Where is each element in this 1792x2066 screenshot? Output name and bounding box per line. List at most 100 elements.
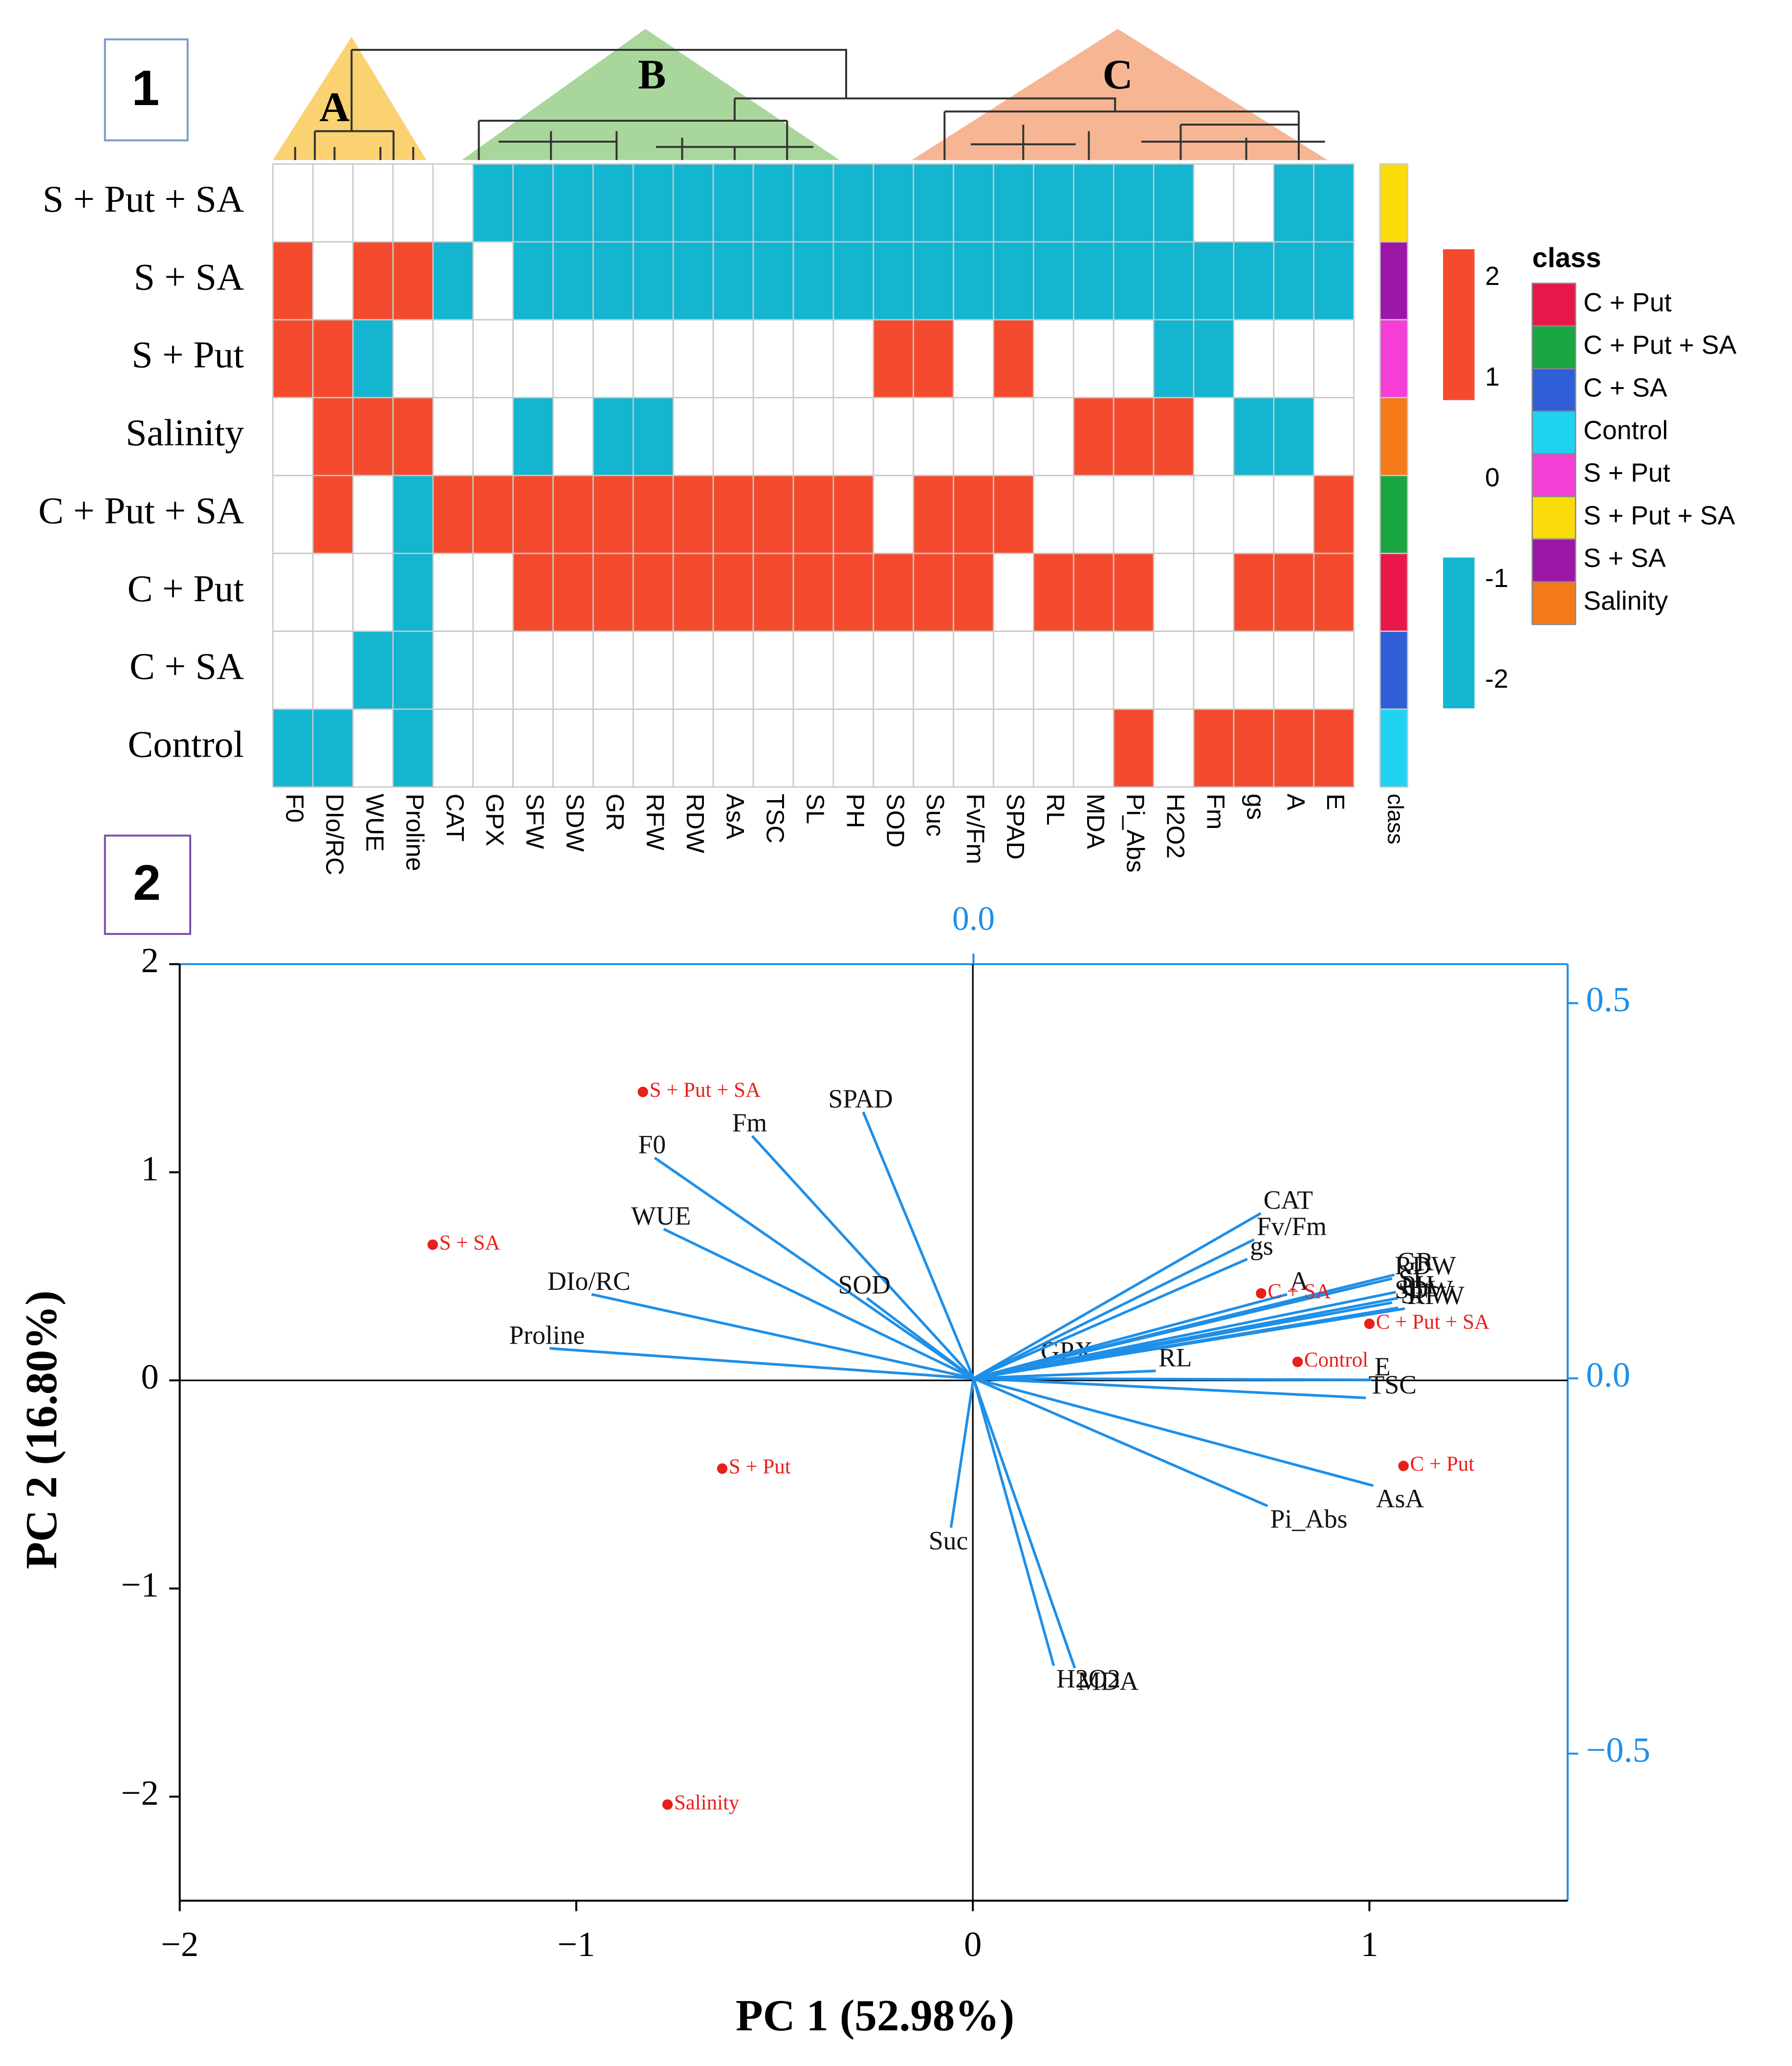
heat-cell — [1033, 397, 1074, 477]
heat-cell — [1273, 241, 1315, 321]
heat-cell — [792, 397, 834, 477]
heat-cell — [953, 475, 994, 554]
loading-vector — [949, 1378, 975, 1528]
heat-cell — [993, 552, 1034, 632]
heat-cell — [312, 163, 354, 243]
heat-cell — [792, 241, 834, 321]
column-label: SDW — [561, 794, 589, 852]
loading-vector — [973, 1258, 1248, 1380]
heat-cell — [352, 319, 394, 398]
heat-cell — [1313, 631, 1355, 710]
heat-cell — [352, 552, 394, 632]
loading-label: TSC — [1369, 1370, 1417, 1399]
loading-label: Proline — [509, 1321, 585, 1350]
y2-tick-label: 0.5 — [1586, 979, 1631, 1019]
heat-cell — [272, 552, 314, 632]
y-tick-label: 2 — [141, 940, 158, 980]
heat-cell — [432, 631, 474, 710]
class-cell — [1379, 475, 1409, 554]
heat-cell — [1313, 241, 1355, 321]
heat-cell — [472, 319, 514, 398]
heat-cell — [1313, 397, 1355, 477]
heat-cell — [672, 708, 714, 788]
column-label: A — [1282, 794, 1310, 810]
heat-cell — [352, 163, 394, 243]
column-label: RFW — [641, 794, 669, 850]
loading-label: CAT — [1264, 1185, 1313, 1215]
x2-tick-label: 0.0 — [952, 900, 995, 938]
legend-label: C + Put + SA — [1583, 330, 1736, 360]
heat-cell — [1113, 475, 1155, 554]
loading-label: H2O2 — [1056, 1664, 1120, 1694]
heat-cell — [752, 163, 794, 243]
heat-cell — [1033, 319, 1074, 398]
heat-cell — [472, 631, 514, 710]
heat-cell — [512, 475, 554, 554]
heat-cell — [1113, 241, 1155, 321]
score-label: S + SA — [439, 1231, 500, 1254]
heat-cell — [712, 631, 754, 710]
y-tick-label: −2 — [121, 1773, 159, 1813]
score-label: C + Put — [1410, 1453, 1475, 1476]
heat-cell — [1153, 163, 1195, 243]
score-point — [1364, 1318, 1375, 1329]
heat-cell — [672, 319, 714, 398]
legend-swatch — [1531, 496, 1576, 540]
heat-cell — [1072, 552, 1115, 632]
heat-cell — [1033, 631, 1074, 710]
x-tick-label: −1 — [557, 1924, 595, 1964]
heat-cell — [832, 552, 874, 632]
row-label: C + SA — [130, 645, 244, 687]
heat-cell — [712, 708, 754, 788]
heat-cell — [1273, 552, 1315, 632]
loading-label: RFW — [1407, 1281, 1464, 1310]
heat-cell — [913, 631, 954, 710]
heat-cell — [792, 631, 834, 710]
heat-cell — [1033, 241, 1074, 321]
loading-label: SDW — [1395, 1275, 1453, 1304]
loading-vector — [973, 1273, 1395, 1380]
heat-cell — [993, 708, 1034, 788]
heat-cell — [672, 241, 714, 321]
heat-cell — [633, 397, 674, 477]
column-label: gs — [1242, 794, 1269, 820]
heat-cell — [873, 163, 915, 243]
colorbar-tick-label: 2 — [1485, 261, 1500, 291]
heat-cell — [712, 319, 754, 398]
heat-cell — [633, 631, 674, 710]
heat-cell — [1153, 241, 1195, 321]
heat-cell — [913, 163, 954, 243]
heat-cell — [873, 397, 915, 477]
heat-cell — [993, 163, 1034, 243]
column-label: TSC — [762, 794, 789, 844]
heat-cell — [1072, 163, 1115, 243]
heat-cell — [1233, 475, 1275, 554]
heat-cell — [432, 241, 474, 321]
y-tick-label: −1 — [121, 1565, 159, 1605]
loading-vector — [973, 1238, 1255, 1380]
heat-cell — [1233, 319, 1275, 398]
heat-cell — [832, 241, 874, 321]
score-label: Control — [1304, 1348, 1368, 1371]
heat-cell — [1153, 552, 1195, 632]
heat-cell — [1193, 397, 1235, 477]
loading-label: Fv/Fm — [1257, 1212, 1327, 1241]
loading-label: SFW — [1401, 1280, 1455, 1309]
heat-cell — [592, 475, 634, 554]
heat-cell — [672, 397, 714, 477]
heat-cell — [913, 475, 954, 554]
heat-cell — [312, 319, 354, 398]
score-label: C + Put + SA — [1376, 1310, 1489, 1333]
heat-cell — [873, 708, 915, 788]
dendrogram — [273, 29, 1328, 160]
score-point — [717, 1463, 728, 1474]
heat-cell — [953, 552, 994, 632]
heat-cell — [752, 475, 794, 554]
column-label: SPAD — [1002, 794, 1029, 860]
colorbar-tick-label: 1 — [1485, 362, 1500, 391]
class-cell — [1379, 397, 1409, 477]
heat-cell — [512, 552, 554, 632]
heat-cell — [672, 552, 714, 632]
heat-cell — [712, 475, 754, 554]
loading-vector — [973, 1377, 1374, 1487]
